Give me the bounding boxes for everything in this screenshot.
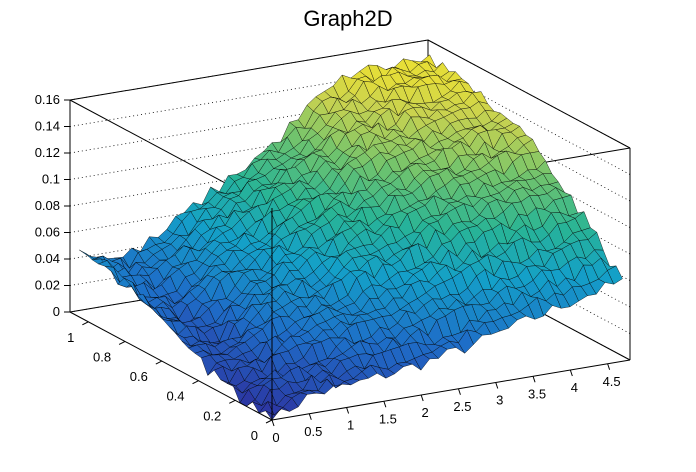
- y-axis-ticks: 0 0.2 0.4 0.6 0.8 1: [67, 321, 273, 443]
- z-tick-label: 0.12: [35, 145, 60, 160]
- grid-line: [69, 92, 429, 154]
- z-tick-label: 0.1: [42, 172, 60, 187]
- grid-line: [69, 66, 429, 127]
- y-tick-mark: [155, 360, 163, 365]
- x-tick-mark: [346, 407, 350, 414]
- y-tick-mark: [118, 341, 126, 345]
- x-tick-label: 0: [272, 430, 279, 445]
- y-tick-mark: [265, 419, 273, 424]
- x-tick-mark: [308, 413, 312, 420]
- surface-mesh: [79, 54, 623, 421]
- surface-cell: [607, 265, 623, 285]
- y-tick-mark: [229, 399, 236, 404]
- chart-title: Graph2D: [303, 6, 392, 31]
- z-tick-label: 0.04: [35, 251, 60, 266]
- y-tick-mark: [192, 380, 199, 385]
- x-tick-mark: [532, 376, 536, 383]
- x-tick-mark: [569, 369, 573, 377]
- z-tick-label: 0.08: [35, 198, 60, 213]
- x-tick-mark: [271, 419, 275, 427]
- x-axis-ticks: 0 0.5 1 1.5 2 2.5 3 3.5 4 4.5: [271, 363, 621, 445]
- x-tick-mark: [495, 382, 499, 389]
- grid-line: [69, 198, 429, 260]
- x-tick-mark: [607, 363, 611, 370]
- grid-line: [69, 251, 429, 313]
- z-tick-label: 0.02: [35, 278, 60, 293]
- x-tick-mark: [457, 388, 461, 395]
- frame-edge: [427, 39, 631, 149]
- x-tick-label: 2: [422, 405, 429, 420]
- x-tick-label: 3: [496, 393, 503, 408]
- frame-edge: [69, 311, 273, 421]
- grid-line: [69, 172, 429, 233]
- y-tick-label: 0.6: [130, 369, 148, 384]
- z-tick-label: 0: [53, 304, 60, 319]
- y-tick-label: 0.2: [203, 408, 221, 423]
- grid-line: [69, 119, 429, 180]
- z-tick-label: 0.06: [35, 225, 60, 240]
- y-tick-mark: [82, 321, 89, 326]
- y-tick-label: 0.8: [93, 349, 111, 364]
- y-tick-label: 0.4: [166, 389, 184, 404]
- x-tick-mark: [383, 401, 387, 408]
- x-tick-mark: [420, 394, 424, 402]
- x-tick-label: 3.5: [528, 386, 546, 401]
- y-tick-label: 1: [67, 330, 74, 345]
- x-tick-label: 0.5: [304, 424, 322, 439]
- z-tick-label: 0.14: [35, 119, 60, 134]
- grid-line: [69, 39, 429, 101]
- y-tick-label: 0: [251, 428, 258, 443]
- z-axis-ticks: 0 0.02 0.04 0.06 0.08 0.1 0.12 0.14 0.16: [35, 92, 70, 319]
- x-tick-label: 1.5: [379, 411, 397, 426]
- grid-line: [69, 145, 429, 207]
- x-tick-label: 2.5: [453, 399, 471, 414]
- x-tick-label: 4: [571, 380, 578, 395]
- z-tick-label: 0.16: [35, 92, 60, 107]
- x-tick-label: 4.5: [603, 374, 621, 389]
- x-tick-label: 1: [347, 418, 354, 433]
